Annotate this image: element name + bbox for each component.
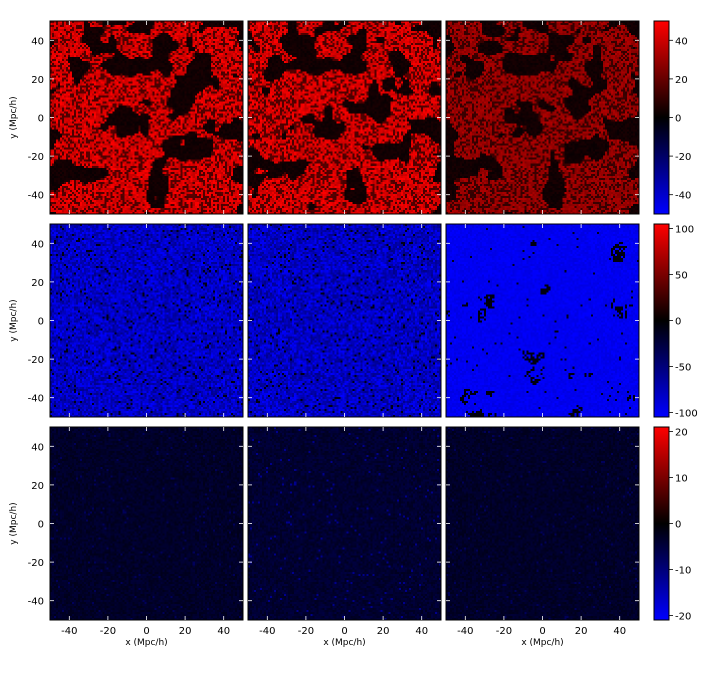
map-panel-r3-c3: -40 -20 0 20 40 x (Mpc/h) — [445, 426, 640, 648]
y-tick-label: 20 — [31, 481, 44, 492]
map-panel-r1-c3 — [445, 20, 640, 215]
colorbar-tick-label: 20 — [675, 428, 688, 439]
y-tick-label: 0 — [38, 317, 44, 328]
x-tick-label: -40 — [259, 626, 275, 637]
map-image — [50, 21, 243, 214]
map-image — [248, 427, 441, 620]
colorbar-row-3: 20 10 0 -10 -20 — [653, 426, 691, 622]
y-tick-label: -20 — [28, 152, 44, 163]
colorbar-tick-label: -40 — [675, 191, 691, 202]
y-tick-label: -40 — [28, 597, 44, 608]
x-axis-label: x (Mpc/h) — [125, 638, 167, 648]
colorbar-tick-label: 20 — [675, 75, 688, 86]
map-panel-r1-c1: 40 20 0 -20 -40 y (Mpc/h) — [9, 20, 244, 215]
y-tick-label: 40 — [31, 442, 44, 453]
colorbar — [653, 20, 670, 215]
x-tick-label: -20 — [100, 626, 116, 637]
y-axis-label: y (Mpc/h) — [9, 96, 19, 138]
y-tick-label: 20 — [31, 75, 44, 86]
y-tick-label: -20 — [28, 558, 44, 569]
colorbar-row-1: 40 20 0 -20 -40 — [653, 20, 691, 215]
y-tick-label: -40 — [28, 191, 44, 202]
y-tick-label: 0 — [38, 520, 44, 531]
y-axis-label: y (Mpc/h) — [9, 299, 19, 341]
map-image — [50, 427, 243, 620]
map-panel-r3-c2: -40 -20 0 20 40 x (Mpc/h) — [247, 426, 442, 648]
y-tick-label: 0 — [38, 114, 44, 125]
colorbar — [653, 426, 670, 621]
colorbar — [653, 223, 670, 418]
x-axis-label: x (Mpc/h) — [323, 638, 365, 648]
colorbar-row-2: 100 50 0 -50 -100 — [653, 223, 698, 419]
colorbar-tick-label: 10 — [675, 474, 688, 485]
colorbar-tick-label: -20 — [675, 611, 691, 622]
x-tick-label: -40 — [61, 626, 77, 637]
x-tick-label: 0 — [341, 626, 347, 637]
colorbar-tick-label: 0 — [675, 317, 681, 328]
map-panel-r2-c3 — [445, 223, 640, 418]
colorbar-tick-label: 0 — [675, 114, 681, 125]
map-image — [248, 21, 441, 214]
x-tick-label: 20 — [575, 626, 588, 637]
map-image — [50, 224, 243, 417]
colorbar-tick-label: 40 — [675, 36, 688, 47]
x-tick-label: 40 — [613, 626, 626, 637]
y-axis-label: y (Mpc/h) — [9, 502, 19, 544]
x-tick-label: -20 — [496, 626, 512, 637]
y-tick-label: 20 — [31, 278, 44, 289]
colorbar-tick-label: -10 — [675, 565, 691, 576]
x-axis-label: x (Mpc/h) — [521, 638, 563, 648]
x-tick-label: 20 — [179, 626, 192, 637]
y-tick-label: -40 — [28, 394, 44, 405]
x-tick-label: -20 — [298, 626, 314, 637]
colorbar-tick-label: -20 — [675, 152, 691, 163]
map-image — [446, 21, 639, 214]
x-tick-label: 40 — [415, 626, 428, 637]
colorbar-tick-label: -100 — [675, 408, 698, 419]
x-tick-label: 40 — [217, 626, 230, 637]
map-panel-r2-c1: 40 20 0 -20 -40 y (Mpc/h) — [9, 223, 244, 418]
x-tick-label: 20 — [377, 626, 390, 637]
map-image — [446, 224, 639, 417]
map-panel-r1-c2 — [247, 20, 442, 215]
colorbar-tick-label: 0 — [675, 520, 681, 531]
colorbar-tick-label: -50 — [675, 362, 691, 373]
x-tick-label: -40 — [457, 626, 473, 637]
map-panel-r2-c2 — [247, 223, 442, 418]
colorbar-tick-label: 50 — [675, 271, 688, 282]
map-image — [446, 427, 639, 620]
map-panel-r3-c1: 40 20 0 -20 -40 y (Mpc/h) -40 -20 0 20 40 x (Mpc/h) — [9, 426, 244, 648]
x-tick-label: 0 — [143, 626, 149, 637]
map-image — [248, 224, 441, 417]
x-tick-label: 0 — [539, 626, 545, 637]
y-tick-label: -20 — [28, 355, 44, 366]
y-tick-label: 40 — [31, 36, 44, 47]
y-tick-label: 40 — [31, 239, 44, 250]
colorbar-tick-label: 100 — [675, 225, 694, 236]
